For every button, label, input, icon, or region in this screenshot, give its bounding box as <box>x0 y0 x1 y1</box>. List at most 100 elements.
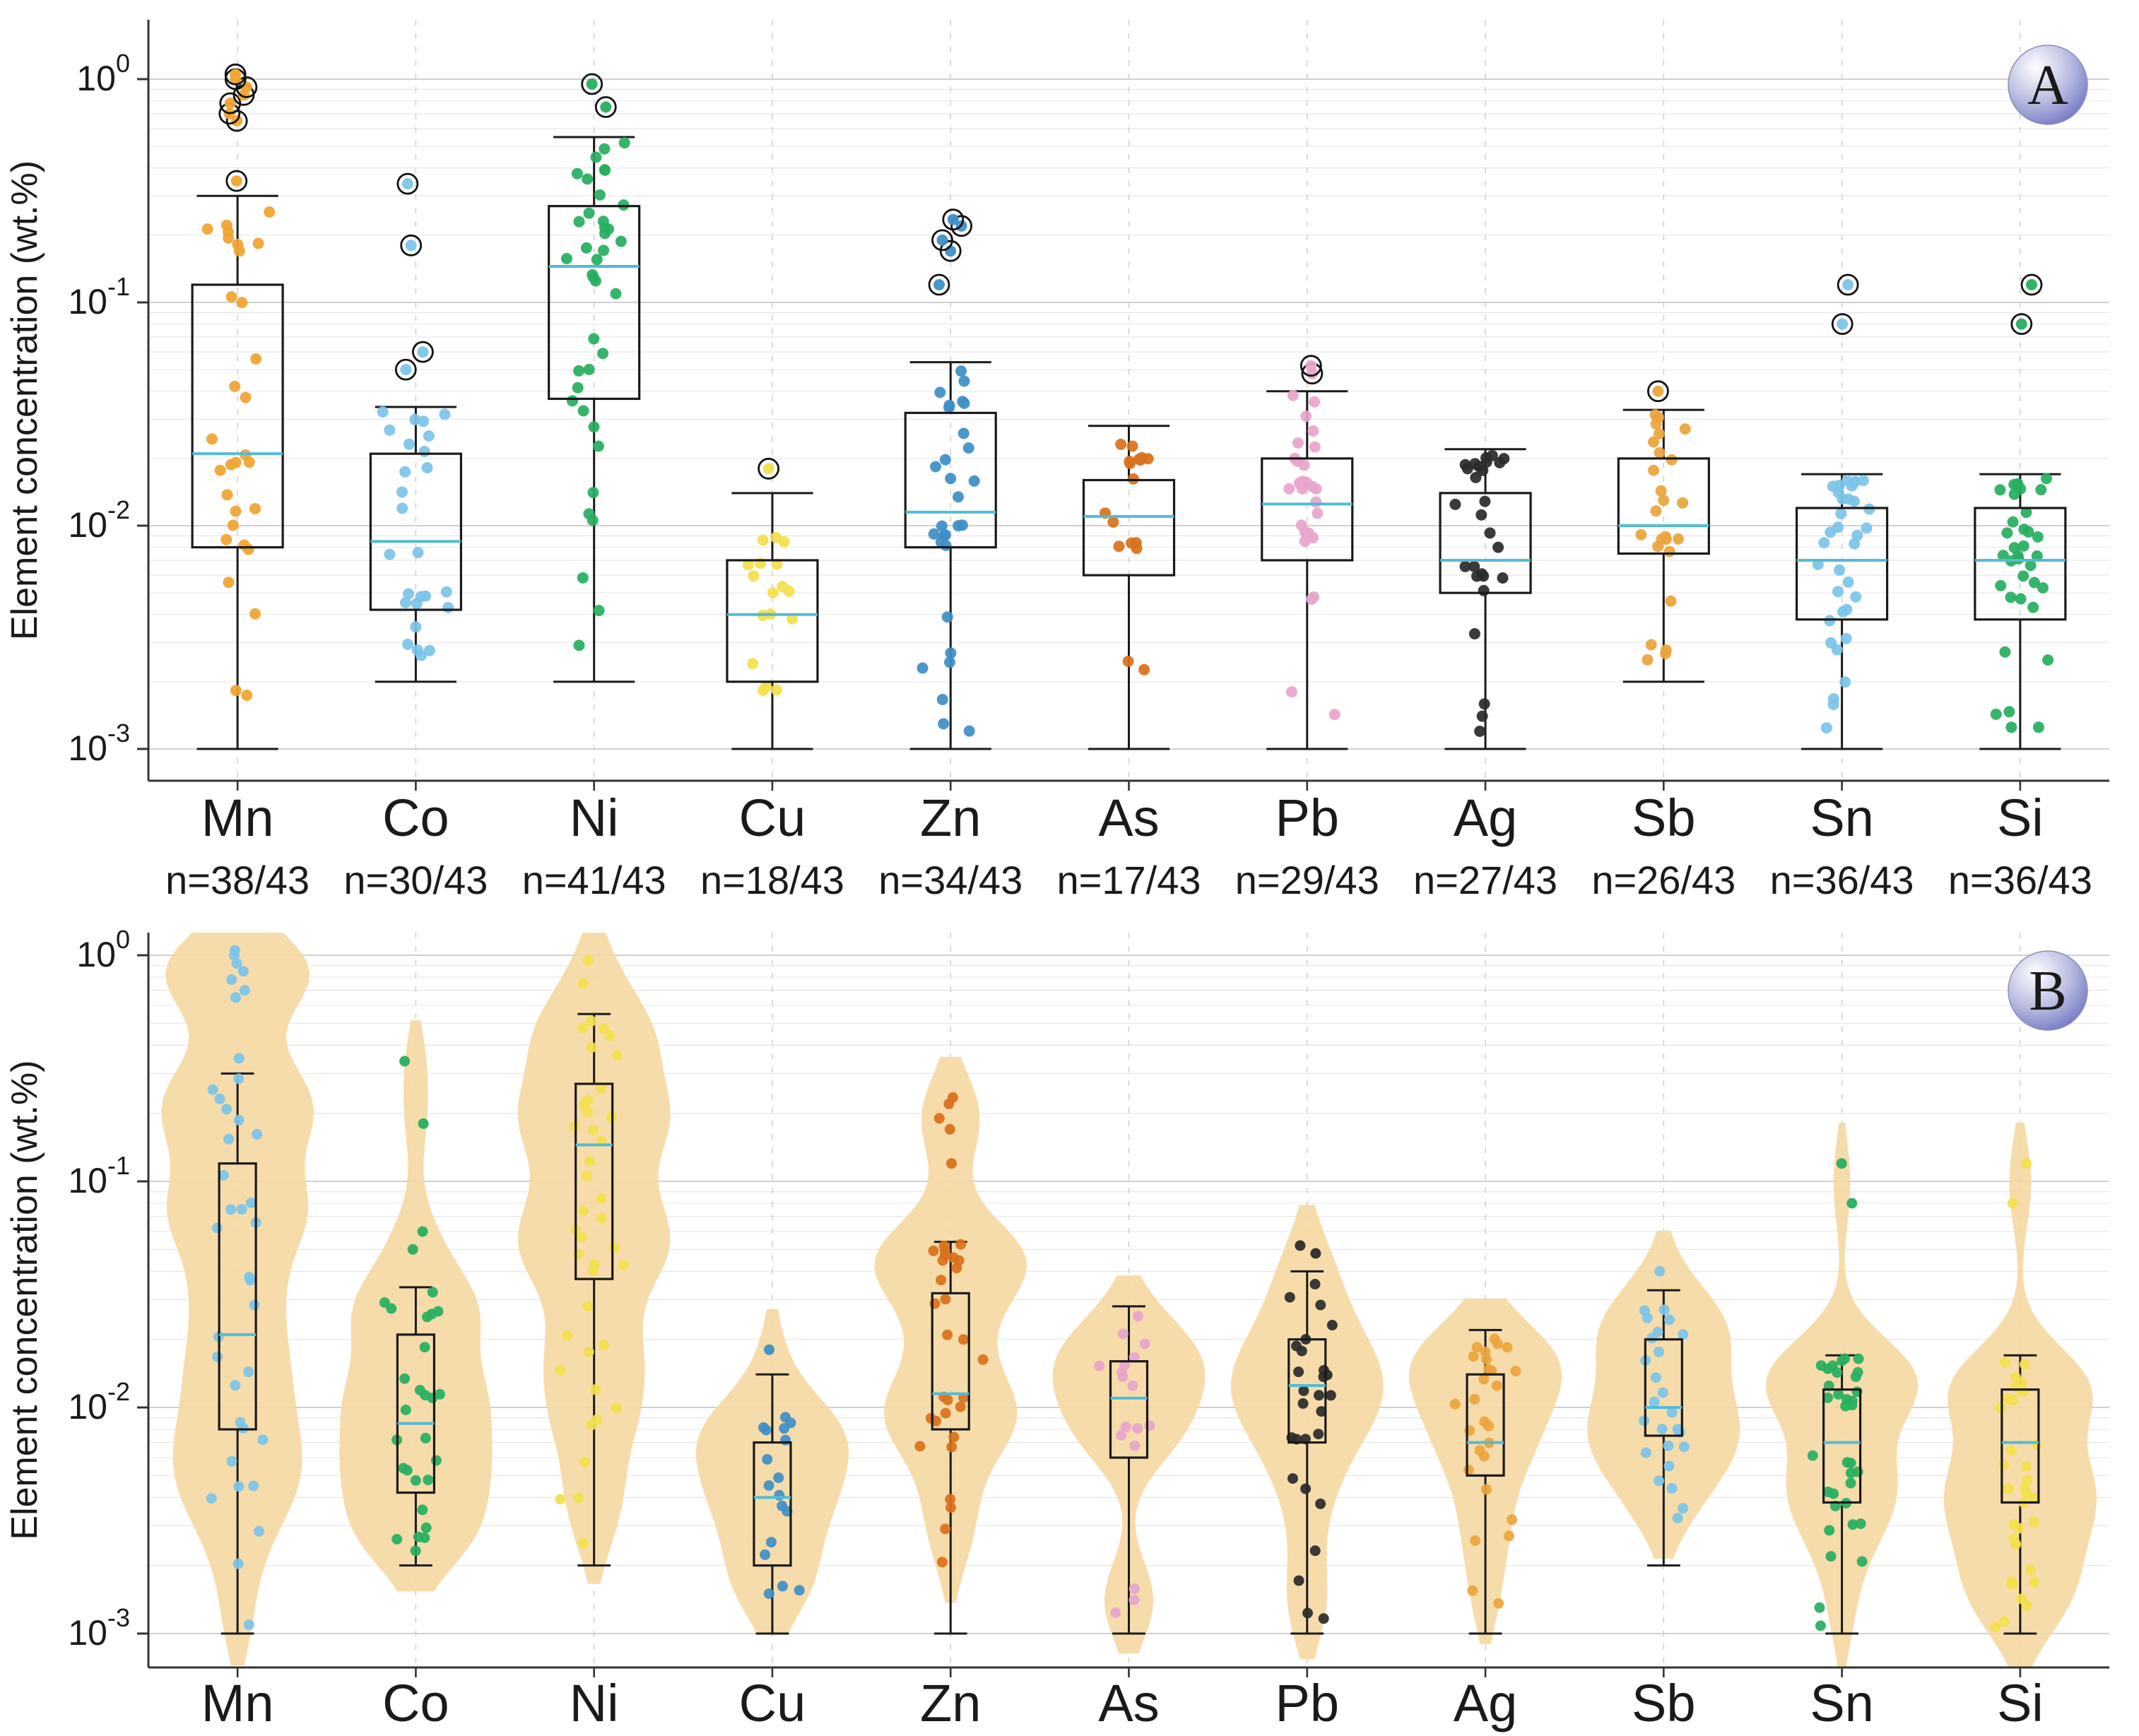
data-point <box>953 1255 965 1266</box>
data-point <box>957 427 970 439</box>
data-point <box>1656 1424 1668 1435</box>
data-point <box>1666 454 1678 466</box>
data-point <box>1117 1328 1129 1340</box>
data-point <box>2031 550 2043 562</box>
outlier-ring <box>758 457 779 480</box>
panel-b: 100 10-1 10-2 10-3 Mn Co Ni Cu Zn As Pb Ag Sb Sn Si Ele… <box>0 897 2139 1736</box>
data-point <box>1286 686 1297 698</box>
x-tick-label: Sb <box>1632 789 1696 847</box>
data-point <box>236 297 248 309</box>
data-point <box>582 173 594 185</box>
outlier-point <box>224 98 236 110</box>
data-point <box>1815 1620 1826 1631</box>
data-point <box>1328 709 1340 721</box>
data-point <box>2010 1539 2022 1549</box>
data-point <box>579 1099 590 1110</box>
y-tick-label: 10-2 <box>68 495 130 545</box>
outlier-point <box>764 1344 774 1355</box>
data-point <box>582 1170 593 1181</box>
data-point <box>1655 485 1667 497</box>
data-point <box>1845 1477 1856 1489</box>
data-point <box>2020 507 2032 519</box>
outlier-point <box>229 945 240 956</box>
data-point <box>1832 487 1844 499</box>
data-point <box>1309 1545 1321 1557</box>
data-point <box>424 644 435 656</box>
data-point <box>944 656 955 668</box>
n-count-label: n=27/43 <box>1413 858 1557 897</box>
data-point <box>1467 1585 1478 1596</box>
outlier-ring <box>396 172 419 195</box>
box <box>1466 1373 1505 1477</box>
data-point <box>1287 1473 1298 1484</box>
data-point <box>779 1423 790 1434</box>
data-point <box>399 466 411 478</box>
data-point <box>1129 1440 1141 1451</box>
data-point <box>2025 560 2037 572</box>
violin-shape <box>696 1309 849 1635</box>
outlier-point <box>230 992 241 1003</box>
data-point <box>410 1475 421 1486</box>
x-tick-label: Si <box>1997 1674 2044 1732</box>
data-point <box>610 288 622 300</box>
data-point <box>583 508 595 520</box>
outlier-point <box>2015 318 2027 330</box>
data-point <box>596 1212 607 1224</box>
data-point <box>1325 1390 1336 1401</box>
data-point <box>442 601 454 613</box>
data-point <box>1110 1607 1121 1619</box>
data-point <box>396 486 408 498</box>
data-point <box>1287 389 1299 401</box>
data-point <box>1839 676 1851 688</box>
data-point <box>1502 1342 1513 1353</box>
outlier-point <box>230 69 242 81</box>
data-point <box>588 421 600 433</box>
data-point <box>244 1275 256 1286</box>
data-point <box>1507 1514 1518 1525</box>
outlier-ring <box>594 96 617 118</box>
data-point <box>777 1581 788 1592</box>
data-point <box>419 1533 430 1543</box>
x-tick-label: Mn <box>201 789 274 847</box>
data-point <box>1998 1459 2010 1470</box>
data-point <box>1999 1357 2010 1368</box>
data-point <box>243 1619 254 1631</box>
data-point <box>1293 477 1305 489</box>
x-tick-label: Ag <box>1454 789 1518 847</box>
data-point <box>968 475 980 487</box>
data-point <box>1475 509 1487 521</box>
data-point <box>1309 396 1320 408</box>
data-point <box>1326 1320 1338 1330</box>
data-point <box>1126 440 1138 452</box>
data-point <box>1313 1429 1324 1440</box>
x-tick-label: Sn <box>1810 1674 1874 1732</box>
data-point <box>1471 1342 1483 1353</box>
data-point <box>786 613 799 625</box>
data-point <box>439 408 451 420</box>
data-point <box>1478 1374 1490 1385</box>
data-point <box>248 1480 259 1492</box>
data-point <box>2035 484 2047 496</box>
data-point <box>941 611 953 623</box>
data-point <box>767 586 779 598</box>
data-point <box>603 223 615 235</box>
data-point <box>1818 537 1830 549</box>
data-point <box>1293 1575 1304 1586</box>
box <box>574 1082 614 1280</box>
data-point <box>1312 507 1324 519</box>
data-point <box>423 430 435 442</box>
data-point <box>1654 447 1666 459</box>
data-point <box>577 1022 589 1034</box>
outlier-point <box>237 966 249 977</box>
data-point <box>2003 706 2015 718</box>
data-point <box>773 1472 784 1483</box>
data-point <box>384 548 396 560</box>
data-point <box>1494 456 1506 468</box>
data-point <box>579 1457 590 1468</box>
data-point <box>1825 526 1837 538</box>
data-point <box>254 1525 265 1537</box>
data-point <box>396 502 408 514</box>
outlier-point <box>399 1056 411 1067</box>
data-point <box>583 363 595 375</box>
